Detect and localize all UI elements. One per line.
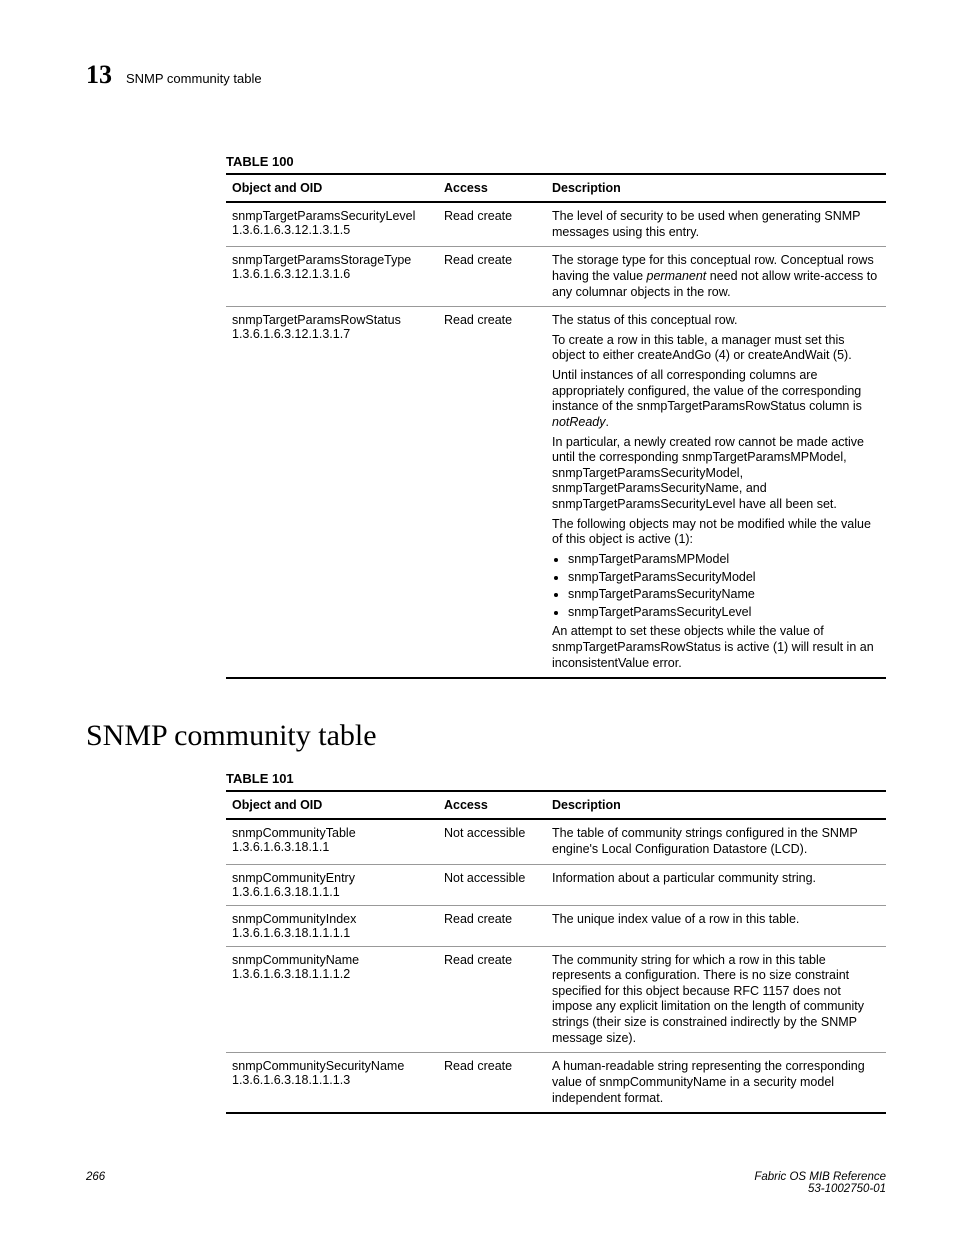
col-header-description: Description: [546, 174, 886, 202]
desc-paragraph: The community string for which a row in …: [552, 953, 880, 1047]
table-row: snmpCommunityName1.3.6.1.6.3.18.1.1.1.2R…: [226, 946, 886, 1053]
object-name: snmpCommunityTable: [232, 826, 432, 840]
cell-description: Information about a particular community…: [552, 871, 880, 887]
cell-access: Read create: [438, 307, 546, 679]
italic-term: permanent: [647, 269, 707, 283]
object-oid: 1.3.6.1.6.3.18.1.1.1.1: [232, 926, 432, 940]
object-name: snmpTargetParamsRowStatus: [232, 313, 432, 327]
table-row: snmpCommunityIndex1.3.6.1.6.3.18.1.1.1.1…: [226, 905, 886, 946]
desc-paragraph: Until instances of all corresponding col…: [552, 368, 880, 431]
desc-paragraph: The status of this conceptual row.: [552, 313, 880, 329]
section-heading: SNMP community table: [86, 719, 886, 753]
cell-object-oid: snmpCommunityName1.3.6.1.6.3.18.1.1.1.2: [226, 946, 438, 1053]
table-100-label: TABLE 100: [226, 154, 886, 169]
col-header-description: Description: [546, 791, 886, 819]
desc-list: snmpTargetParamsMPModel snmpTargetParamsS…: [568, 552, 880, 621]
object-name: snmpCommunityEntry: [232, 871, 432, 885]
table-row: snmpCommunitySecurityName1.3.6.1.6.3.18.…: [226, 1053, 886, 1113]
running-head: 13 SNMP community table: [86, 60, 886, 90]
object-oid: 1.3.6.1.6.3.18.1.1.1.3: [232, 1073, 432, 1087]
object-oid: 1.3.6.1.6.3.18.1.1: [232, 840, 432, 854]
table-100-block: TABLE 100 Object and OID Access Descript…: [226, 154, 886, 679]
desc-paragraph: The unique index value of a row in this …: [552, 912, 880, 928]
col-header-access: Access: [438, 791, 546, 819]
col-header-object: Object and OID: [226, 174, 438, 202]
object-oid: 1.3.6.1.6.3.12.1.3.1.5: [232, 223, 432, 237]
cell-description: The storage type for this conceptual row…: [552, 253, 880, 300]
object-oid: 1.3.6.1.6.3.18.1.1.1.2: [232, 967, 432, 981]
desc-paragraph: A human-readable string representing the…: [552, 1059, 880, 1106]
doc-title: Fabric OS MIB Reference: [754, 1171, 886, 1183]
cell-access: Read create: [438, 202, 546, 247]
cell-access: Read create: [438, 247, 546, 307]
running-title: SNMP community table: [126, 71, 262, 86]
cell-access: Not accessible: [438, 819, 546, 864]
doc-number: 53-1002750-01: [808, 1183, 886, 1195]
desc-paragraph: To create a row in this table, a manager…: [552, 333, 880, 364]
page: 13 SNMP community table TABLE 100 Object…: [0, 0, 954, 1235]
object-name: snmpCommunityIndex: [232, 912, 432, 926]
cell-object-oid: snmpCommunityEntry1.3.6.1.6.3.18.1.1.1: [226, 864, 438, 905]
table-101: Object and OID Access Description snmpCo…: [226, 790, 886, 1114]
doc-ref: Fabric OS MIB Reference 53-1002750-01: [754, 1171, 886, 1195]
object-name: snmpTargetParamsSecurityLevel: [232, 209, 432, 223]
desc-list-item: snmpTargetParamsSecurityLevel: [568, 605, 880, 621]
cell-access: Not accessible: [438, 864, 546, 905]
desc-paragraph: An attempt to set these objects while th…: [552, 624, 880, 671]
cell-description: The table of community strings configure…: [552, 826, 880, 857]
cell-access: Read create: [438, 905, 546, 946]
object-name: snmpCommunitySecurityName: [232, 1059, 432, 1073]
cell-access: Read create: [438, 946, 546, 1053]
table-row: snmpCommunityTable1.3.6.1.6.3.18.1.1Not …: [226, 819, 886, 864]
object-name: snmpTargetParamsStorageType: [232, 253, 432, 267]
table-row: snmpCommunityEntry1.3.6.1.6.3.18.1.1.1No…: [226, 864, 886, 905]
table-100: Object and OID Access Description snmpTa…: [226, 173, 886, 679]
object-oid: 1.3.6.1.6.3.12.1.3.1.6: [232, 267, 432, 281]
page-number: 266: [86, 1171, 105, 1195]
cell-object-oid: snmpTargetParamsStorageType1.3.6.1.6.3.1…: [226, 247, 438, 307]
desc-list-item: snmpTargetParamsSecurityName: [568, 587, 880, 603]
chapter-number: 13: [86, 60, 112, 90]
cell-object-oid: snmpTargetParamsRowStatus1.3.6.1.6.3.12.…: [226, 307, 438, 679]
cell-object-oid: snmpCommunityTable1.3.6.1.6.3.18.1.1: [226, 819, 438, 864]
table-101-label: TABLE 101: [226, 771, 886, 786]
desc-paragraph: The table of community strings configure…: [552, 826, 880, 857]
cell-description: The status of this conceptual row. To cre…: [552, 313, 880, 671]
object-oid: 1.3.6.1.6.3.12.1.3.1.7: [232, 327, 432, 341]
object-oid: 1.3.6.1.6.3.18.1.1.1: [232, 885, 432, 899]
object-name: snmpCommunityName: [232, 953, 432, 967]
col-header-access: Access: [438, 174, 546, 202]
table-row: snmpTargetParamsRowStatus1.3.6.1.6.3.12.…: [226, 307, 886, 679]
italic-term: notReady: [552, 415, 606, 429]
cell-object-oid: snmpTargetParamsSecurityLevel1.3.6.1.6.3…: [226, 202, 438, 247]
desc-list-item: snmpTargetParamsMPModel: [568, 552, 880, 568]
desc-paragraph: In particular, a newly created row canno…: [552, 435, 880, 513]
desc-paragraph: The level of security to be used when ge…: [552, 209, 880, 240]
table-101-block: TABLE 101 Object and OID Access Descript…: [226, 771, 886, 1114]
table-row: snmpTargetParamsStorageType1.3.6.1.6.3.1…: [226, 247, 886, 307]
desc-paragraph: The storage type for this conceptual row…: [552, 253, 880, 300]
col-header-object: Object and OID: [226, 791, 438, 819]
cell-object-oid: snmpCommunitySecurityName1.3.6.1.6.3.18.…: [226, 1053, 438, 1113]
cell-access: Read create: [438, 1053, 546, 1113]
cell-description: The community string for which a row in …: [552, 953, 880, 1047]
cell-description: A human-readable string representing the…: [552, 1059, 880, 1106]
cell-description: The level of security to be used when ge…: [552, 209, 880, 240]
cell-object-oid: snmpCommunityIndex1.3.6.1.6.3.18.1.1.1.1: [226, 905, 438, 946]
page-footer: 266 Fabric OS MIB Reference 53-1002750-0…: [86, 1171, 886, 1195]
table-row: snmpTargetParamsSecurityLevel1.3.6.1.6.3…: [226, 202, 886, 247]
desc-list-item: snmpTargetParamsSecurityModel: [568, 570, 880, 586]
cell-description: The unique index value of a row in this …: [552, 912, 880, 928]
desc-paragraph: The following objects may not be modifie…: [552, 517, 880, 548]
desc-paragraph: Information about a particular community…: [552, 871, 880, 887]
